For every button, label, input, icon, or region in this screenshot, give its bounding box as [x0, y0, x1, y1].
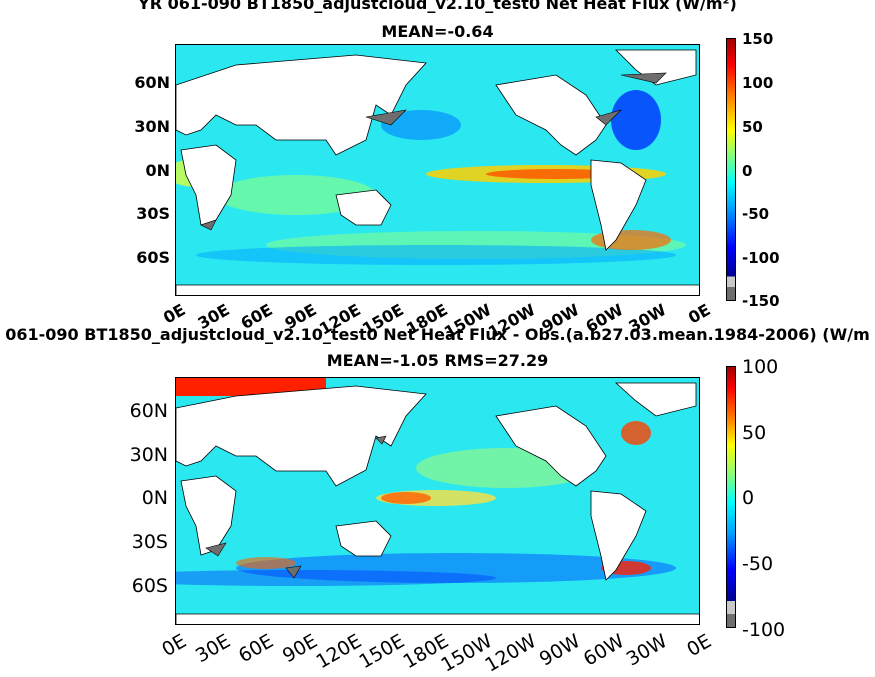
panel1-ytick-0n: 0N	[145, 161, 170, 180]
panel1-cbar-label: -150	[742, 292, 780, 310]
panel1-xtick: 0E	[159, 300, 189, 328]
panel2-xtick: 60E	[235, 630, 278, 668]
panel2-map-svg	[176, 378, 699, 624]
panel2-ytick-30n: 30N	[129, 444, 168, 466]
panel1-map-svg	[176, 45, 699, 295]
panel2-xtick: 0E	[158, 630, 190, 662]
panel2-ytick-30s: 30S	[131, 531, 168, 553]
panel1-cbar-label: 100	[742, 74, 774, 92]
panel1-cbar-label: 0	[742, 162, 753, 180]
panel2-xtick: 120E	[312, 630, 365, 674]
panel2-subtitle: MEAN=-1.05 RMS=27.29	[326, 351, 549, 370]
panel2-xtick: 60W	[579, 630, 628, 671]
panel1-ytick-30n: 30N	[134, 117, 170, 136]
panel1-colorbar	[726, 38, 736, 301]
panel2-ytick-60n: 60N	[129, 400, 168, 422]
panel2-xtick: 120W	[481, 630, 540, 677]
panel1-subtitle: MEAN=-0.64	[381, 22, 494, 41]
panel2-ytick-0n: 0N	[141, 487, 168, 509]
panel2-xtick: 90W	[535, 630, 584, 671]
panel2-xtick: 30E	[191, 630, 234, 668]
panel2-cbar-label: 50	[742, 422, 767, 444]
panel1-cbar-label: 150	[742, 30, 774, 48]
panel1-ytick-60n: 60N	[134, 73, 170, 92]
panel2-cbar-label: -100	[742, 619, 786, 641]
panel1-map	[175, 44, 700, 296]
panel2-xtick: 0E	[683, 630, 715, 662]
panel2-xtick: 90E	[278, 630, 322, 668]
panel2-colorbar	[726, 366, 736, 628]
panel2-xtick: 150E	[355, 630, 409, 674]
panel1-title: YR 061-090 BT1850_adjustcloud_v2.10_test…	[138, 0, 737, 13]
panel1-cbar-label: 50	[742, 118, 763, 136]
panel2-ytick-60s: 60S	[131, 575, 168, 597]
panel2-map	[175, 377, 700, 625]
panel2-xtick: 30W	[623, 630, 672, 671]
panel2-cbar-label: 0	[742, 487, 755, 509]
panel2-cbar-label: 100	[742, 356, 779, 378]
panel2-cbar-label: -50	[742, 553, 774, 575]
panel1-ytick-60s: 60S	[136, 248, 170, 267]
panel1-cbar-label: -100	[742, 249, 780, 267]
panel1-cbar-label: -50	[742, 205, 770, 223]
panel2-title: 061-090 BT1850_adjustcloud_v2.10_test0 N…	[5, 325, 870, 344]
panel1-xtick: 0E	[684, 300, 714, 328]
panel1-ytick-30s: 30S	[136, 204, 170, 223]
